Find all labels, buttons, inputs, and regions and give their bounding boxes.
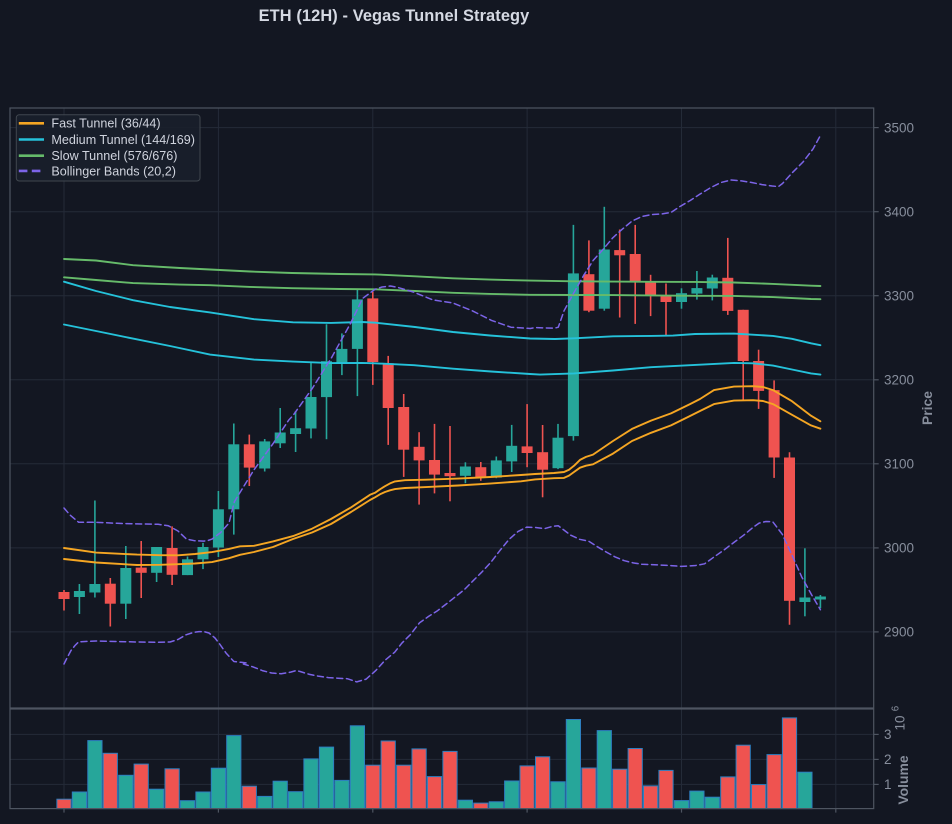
svg-text:6: 6 [891,706,902,711]
svg-text:Fast Tunnel (36/44): Fast Tunnel (36/44) [51,117,160,131]
svg-text:1: 1 [884,777,892,792]
svg-text:3100: 3100 [884,457,914,472]
svg-text:10: 10 [893,715,908,730]
svg-text:3400: 3400 [884,205,914,220]
svg-text:2: 2 [884,752,892,767]
svg-text:Price: Price [919,391,935,425]
svg-text:3500: 3500 [884,120,914,135]
svg-text:3200: 3200 [884,373,914,388]
svg-text:Slow Tunnel (576/676): Slow Tunnel (576/676) [51,149,177,163]
svg-text:ETH (12H) - Vegas Tunnel Strat: ETH (12H) - Vegas Tunnel Strategy [259,7,531,25]
svg-text:Bollinger Bands (20,2): Bollinger Bands (20,2) [51,164,176,178]
svg-text:3: 3 [884,727,892,742]
svg-text:Volume: Volume [895,755,911,804]
svg-text:Medium Tunnel (144/169): Medium Tunnel (144/169) [51,133,195,147]
svg-text:2900: 2900 [884,625,914,640]
svg-text:3000: 3000 [884,541,914,556]
svg-text:3300: 3300 [884,289,914,304]
